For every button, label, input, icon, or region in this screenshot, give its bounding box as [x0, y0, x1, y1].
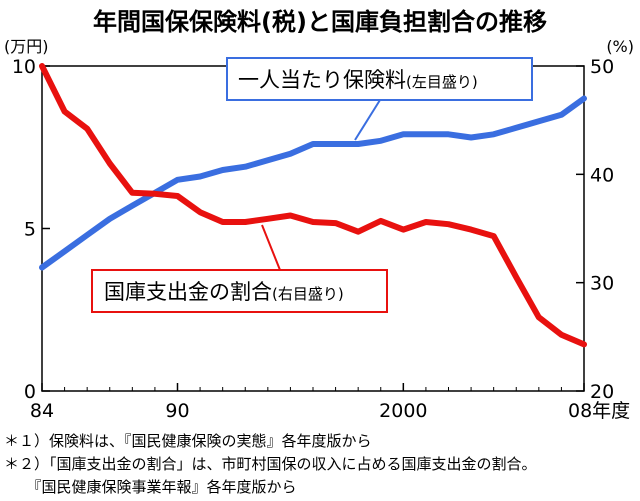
legend-premium-box [226, 57, 533, 101]
premium-series-line [39, 95, 587, 271]
right-tick-label: 50 [590, 56, 614, 78]
x-tick-label: 90 [165, 400, 189, 422]
legend-premium-pointer [354, 99, 381, 141]
left-axis: 0 5 10 [12, 56, 50, 403]
chart: 年間国保保険料(税)と国庫負担割合の推移 (万円) (%) 0 5 10 20 30 4… [4, 8, 634, 422]
svg-text:一人当たり保険料(左目盛り): 一人当たり保険料(左目盛り) [238, 68, 478, 92]
right-axis: 20 30 40 50 [576, 56, 614, 403]
subsidy-series-line [39, 63, 587, 348]
footnote-2: ＊２）「国庫支出金の割合」は、市町村国保の収入に占める国庫支出金の割合。 [4, 455, 537, 473]
right-tick-label: 30 [590, 273, 614, 295]
left-tick-label: 0 [24, 381, 36, 403]
plot-frame [41, 65, 585, 392]
svg-text:国庫支出金の割合(右目盛り): 国庫支出金の割合(右目盛り) [104, 280, 344, 304]
right-axis-unit: (%) [606, 37, 634, 56]
right-tick-label: 20 [590, 381, 614, 403]
footnote-1: ＊１）保険料は、『国民健康保険の実態』各年度版から [4, 432, 372, 450]
x-tick-label: 08年度 [568, 400, 630, 422]
legend-subsidy-note: (右目盛り) [272, 285, 344, 303]
left-axis-unit: (万円) [4, 37, 49, 56]
legend-premium-label: 一人当たり保険料 [238, 68, 406, 92]
legend-subsidy-label: 国庫支出金の割合 [104, 280, 272, 304]
left-tick-label: 10 [12, 56, 36, 78]
footnote-3: 『国民健康保険事業年報』各年度版から [4, 478, 297, 496]
legend-subsidy-pointer [261, 224, 281, 271]
left-tick-label: 5 [24, 219, 36, 241]
x-tick-label: 84 [30, 400, 54, 422]
x-axis: 84 90 2000 08年度 [30, 383, 630, 422]
series-lines [39, 63, 587, 348]
right-tick-label: 40 [590, 164, 614, 186]
x-tick-label: 2000 [379, 400, 427, 422]
chart-title: 年間国保保険料(税)と国庫負担割合の推移 [93, 8, 547, 36]
legend-subsidy-box [91, 269, 388, 313]
legend-premium-note: (左目盛り) [406, 73, 478, 91]
